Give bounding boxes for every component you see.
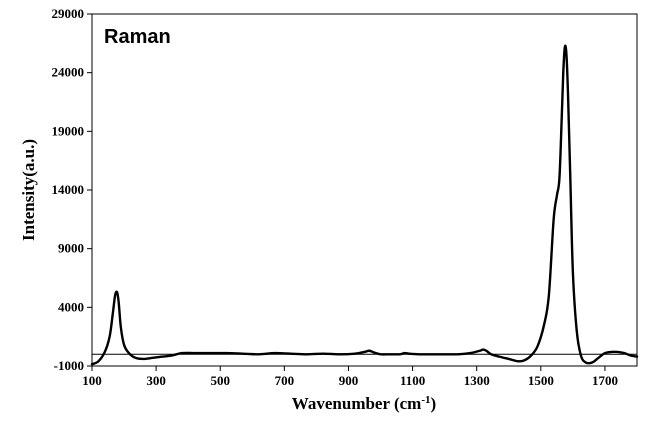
x-tick-label: 300	[146, 373, 166, 388]
x-tick-label: 900	[339, 373, 359, 388]
y-tick-label: -1000	[54, 358, 84, 373]
x-tick-label: 1500	[528, 373, 554, 388]
plot-frame	[91, 13, 638, 367]
y-tick-label: 24000	[52, 65, 85, 80]
series-line	[90, 44, 639, 366]
y-axis-title: Intensity(a.u.)	[19, 139, 38, 241]
inset-label: Raman	[104, 26, 171, 48]
x-tick-label: 1700	[592, 373, 618, 388]
tick-labels: 100 300 500 700 900 1100 1300 1500 1700 -1000 4000…	[52, 6, 618, 388]
x-axis-title-tail: )	[431, 394, 437, 413]
y-tick-label: 19000	[52, 123, 85, 138]
x-tick-label: 1100	[400, 373, 425, 388]
y-tick-label: 14000	[52, 182, 85, 197]
x-axis-title-main: Wavenumber (cm	[292, 394, 422, 413]
x-tick-label: 700	[275, 373, 295, 388]
x-axis-title-superscript: -1	[421, 394, 430, 406]
y-tick-label: 29000	[52, 6, 85, 21]
x-tick-label: 500	[210, 373, 230, 388]
x-axis-title: Wavenumber (cm-1)	[292, 394, 436, 413]
y-tick-label: 9000	[58, 241, 84, 256]
x-tick-label: 1300	[464, 373, 490, 388]
x-tick-label: 100	[82, 373, 102, 388]
axis-ticks	[87, 13, 637, 371]
y-tick-label: 4000	[58, 299, 84, 314]
